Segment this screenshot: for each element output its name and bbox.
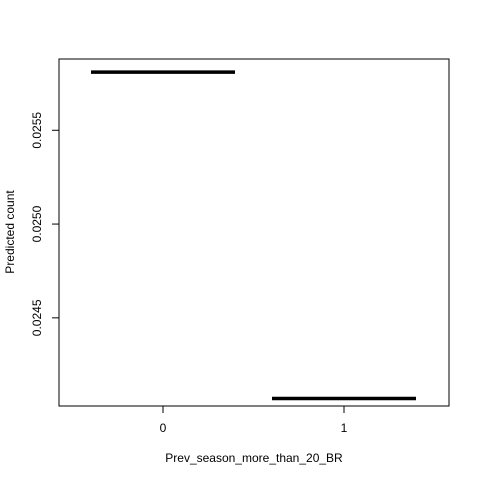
data-marks (91, 70, 416, 401)
x-tick-label: 0 (160, 421, 167, 435)
y-axis: 0.0245 0.0250 0.0255 (30, 112, 59, 336)
y-tick-label: 0.0245 (30, 299, 44, 336)
y-axis-label: Predicted count (3, 190, 17, 274)
x-axis-label: Prev_season_more_than_20_BR (165, 451, 343, 465)
y-tick-label: 0.0255 (30, 112, 44, 149)
y-tick-label: 0.0250 (30, 205, 44, 242)
plot-frame (58, 58, 450, 407)
x-tick-label: 1 (341, 421, 348, 435)
